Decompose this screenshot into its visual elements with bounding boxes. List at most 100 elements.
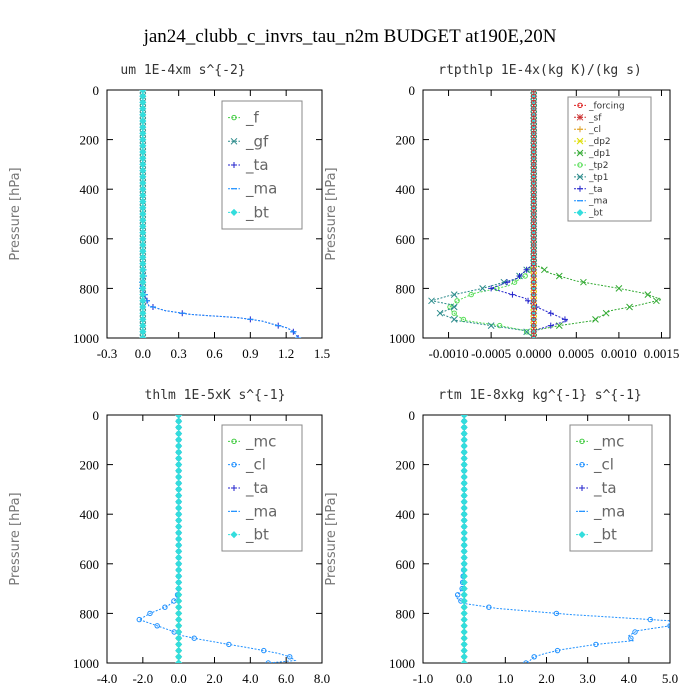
data-point <box>488 285 495 292</box>
x-tick-label: 0.0000 <box>516 346 552 361</box>
y-tick-label: 200 <box>80 458 100 473</box>
data-point <box>175 547 183 555</box>
y-tick-label: 800 <box>396 281 416 296</box>
legend-marker <box>576 113 584 121</box>
data-point <box>175 473 183 481</box>
legend-marker <box>231 162 237 168</box>
data-point <box>509 291 516 298</box>
x-tick-label: 0.0 <box>135 346 151 361</box>
data-point <box>626 303 633 311</box>
legend-marker <box>576 149 584 157</box>
data-point <box>451 310 457 316</box>
data-point <box>593 641 599 648</box>
data-point <box>447 304 453 310</box>
data-point <box>553 610 560 617</box>
figure-title: jan24_clubb_c_invrs_tau_n2m BUDGET at190… <box>143 26 557 47</box>
plot-area <box>454 415 670 663</box>
x-tick-label: 1.5 <box>314 346 330 361</box>
legend-label: _dp2 <box>588 137 611 147</box>
data-point <box>175 454 183 462</box>
data-point <box>531 174 537 180</box>
x-tick-label: 5.0 <box>662 671 678 686</box>
legend-marker <box>579 461 585 468</box>
data-point <box>139 334 147 338</box>
data-point <box>531 316 537 323</box>
data-point <box>460 492 468 500</box>
y-tick-label: 800 <box>80 281 100 296</box>
data-point <box>460 659 468 663</box>
y-tick-label: 400 <box>396 182 416 197</box>
data-point <box>531 273 537 279</box>
legend-marker <box>577 162 583 168</box>
data-point <box>525 297 532 304</box>
data-point <box>531 161 537 168</box>
legend-label: _gf <box>245 132 269 151</box>
data-point <box>162 604 168 610</box>
series-line <box>447 90 535 338</box>
legend-marker <box>577 102 583 109</box>
data-point <box>531 267 537 273</box>
data-point <box>460 516 468 524</box>
data-point <box>531 248 537 254</box>
data-point <box>667 623 670 629</box>
data-point <box>450 316 458 323</box>
data-point <box>615 285 623 292</box>
data-point <box>531 654 537 660</box>
panel-title: rtpthlp 1E-4x(kg K)/(kg s) <box>438 63 642 78</box>
series-line <box>533 90 664 338</box>
legend-label: _ma <box>245 502 277 521</box>
panel-4: rtm 1E-8xkg kg^{-1} s^{-1} Pressure [hPa]… <box>324 388 678 686</box>
legend-label: _cl <box>593 456 614 475</box>
data-point <box>139 90 147 94</box>
y-axis-label: Pressure [hPa] <box>324 167 339 260</box>
data-point <box>531 229 537 236</box>
y-axis-label: Pressure [hPa] <box>8 167 23 260</box>
data-point <box>460 628 468 636</box>
data-point <box>547 310 554 317</box>
y-tick-label: 400 <box>396 507 416 522</box>
data-point <box>175 529 183 537</box>
legend-label: _ta <box>588 185 603 195</box>
data-point <box>531 143 537 149</box>
data-point <box>261 647 267 654</box>
data-point <box>531 99 537 106</box>
data-point <box>175 640 183 648</box>
data-point <box>175 560 183 568</box>
data-point <box>175 622 183 630</box>
x-tick-label: 0.0015 <box>644 346 680 361</box>
data-point <box>460 634 468 642</box>
y-tick-label: 400 <box>80 507 100 522</box>
data-point <box>460 436 468 444</box>
legend-label: _dp1 <box>588 149 611 159</box>
data-point <box>450 303 458 311</box>
data-point <box>460 467 468 475</box>
x-tick-label: -2.0 <box>133 671 154 686</box>
y-tick-label: 200 <box>396 133 416 148</box>
legend-label: _bt <box>588 209 603 219</box>
x-tick-label: 2.0 <box>538 671 554 686</box>
data-point <box>136 616 142 623</box>
data-point <box>531 223 537 230</box>
data-point <box>175 516 183 524</box>
data-point <box>265 660 271 663</box>
data-point <box>139 334 147 338</box>
x-tick-label: -0.0005 <box>471 346 511 361</box>
data-point <box>175 510 183 518</box>
data-point <box>653 297 660 305</box>
data-point <box>516 273 523 279</box>
data-point <box>175 485 183 493</box>
data-point <box>531 217 537 223</box>
data-point <box>479 285 486 292</box>
y-tick-label: 600 <box>396 557 416 572</box>
data-point <box>175 461 183 469</box>
data-point <box>602 309 610 317</box>
y-tick-label: 600 <box>396 232 416 247</box>
data-point <box>531 298 537 304</box>
legend-label: _forcing <box>588 101 625 111</box>
legend-marker <box>576 173 584 181</box>
data-point <box>523 266 530 273</box>
data-point <box>175 417 183 425</box>
data-point <box>175 572 183 580</box>
data-point <box>531 285 537 292</box>
data-point <box>523 329 530 335</box>
